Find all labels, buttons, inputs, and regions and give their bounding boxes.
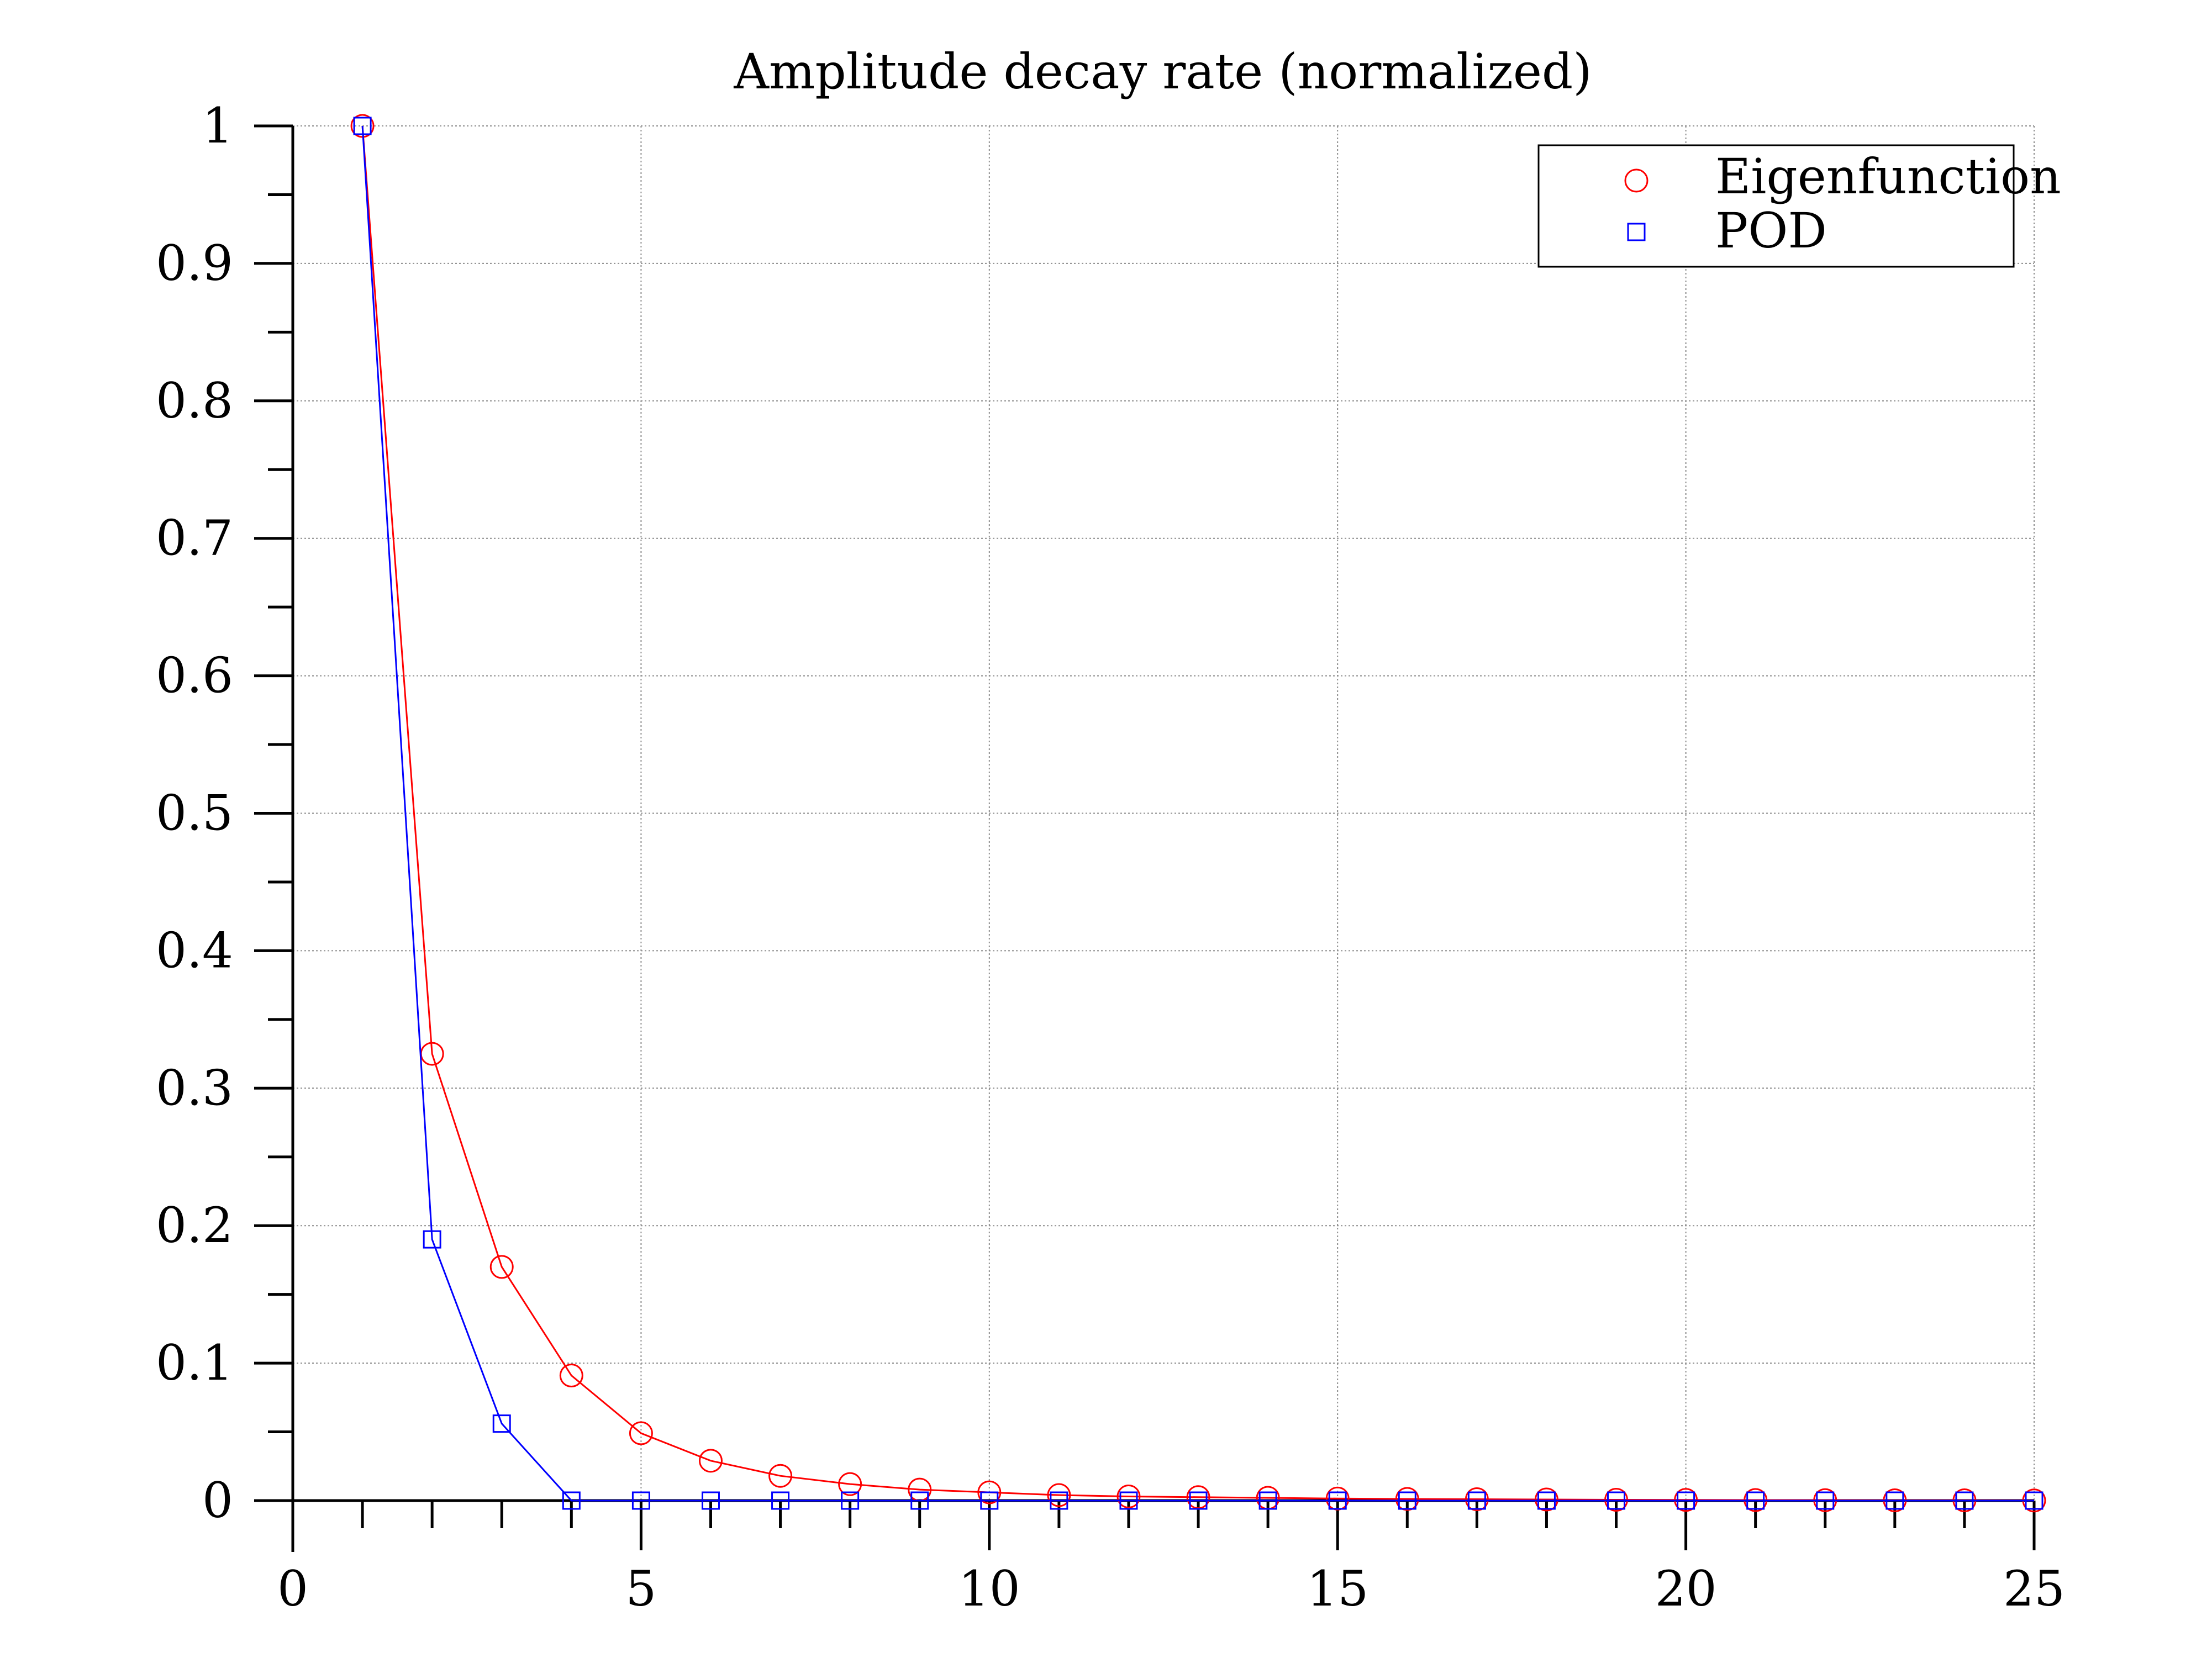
legend-pod-marker-icon [1627,223,1646,241]
data-point-pod [1189,1491,1208,1510]
y-tick-label: 0 [202,1472,233,1529]
data-point-eigenfunction [559,1364,583,1388]
data-point-pod [492,1414,511,1433]
data-point-pod [771,1491,790,1510]
legend-eigenfunction-marker-icon [1624,168,1649,193]
chart-title: Amplitude decay rate (normalized) [733,43,1592,100]
data-point-pod [1886,1491,1904,1510]
data-point-pod [353,117,372,135]
data-point-eigenfunction [838,1472,862,1496]
data-point-pod [1467,1491,1486,1510]
grid [293,125,2035,1501]
data-point-eigenfunction [977,1480,1002,1504]
y-tick-label: 0.1 [156,1334,233,1391]
y-tick-label: 1 [202,97,233,154]
legend: Eigenfunction POD [1537,144,2061,268]
y-tick-label: 0.8 [156,372,233,429]
data-point-pod [1050,1491,1068,1510]
series [350,114,2046,1513]
data-point-eigenfunction [1465,1487,1489,1512]
tick-labels: 00.10.20.30.40.50.60.70.80.910 5 10 15 20 25 [156,97,2065,1617]
data-point-pod [631,1491,650,1510]
x-tick-label: 20 [1655,1560,1717,1617]
x-tick-label: 25 [2003,1560,2065,1617]
data-point-pod [2025,1491,2044,1510]
data-point-pod [1955,1491,1974,1510]
data-point-eigenfunction [1116,1485,1141,1509]
axes [254,126,2034,1552]
data-point-pod [1398,1491,1416,1510]
data-point-eigenfunction [1395,1487,1419,1511]
data-point-eigenfunction [768,1464,793,1488]
x-tick-label: 0 [277,1560,308,1617]
data-point-pod [423,1230,441,1249]
data-point-pod [1328,1491,1347,1510]
data-point-pod [1607,1491,1626,1510]
y-tick-label: 0.9 [156,235,233,292]
y-tick-label: 0.3 [156,1059,233,1116]
data-point-pod [1746,1491,1765,1510]
y-tick-label: 0.7 [156,510,233,567]
data-point-pod [1816,1491,1835,1510]
data-point-pod [1258,1491,1277,1510]
data-point-pod [910,1491,929,1510]
data-point-eigenfunction [629,1421,653,1445]
data-point-pod [980,1491,999,1510]
series-pod [353,117,2044,1510]
x-tick-label: 10 [958,1560,1020,1617]
legend-box [1537,144,2015,268]
data-point-pod [1677,1491,1695,1510]
data-point-eigenfunction [698,1449,723,1473]
y-tick-label: 0.4 [156,922,233,979]
data-point-eigenfunction [489,1255,514,1279]
ticks [254,124,2036,1550]
data-point-pod [701,1491,720,1510]
x-tick-label: 5 [625,1560,656,1617]
x-tick-label: 15 [1307,1560,1368,1617]
data-point-pod [562,1491,581,1510]
legend-eigenfunction-label: Eigenfunction [1715,148,2061,205]
y-tick-label: 0.5 [156,785,233,842]
y-tick-label: 0.6 [156,647,233,704]
data-point-eigenfunction [1047,1483,1071,1507]
data-point-pod [841,1491,860,1510]
legend-pod-label: POD [1715,202,1827,259]
series-line-pod [361,125,2034,1502]
data-point-pod [1537,1491,1556,1510]
data-point-eigenfunction [1534,1487,1558,1512]
y-tick-label: 0.2 [156,1197,233,1254]
data-point-pod [1119,1491,1138,1510]
